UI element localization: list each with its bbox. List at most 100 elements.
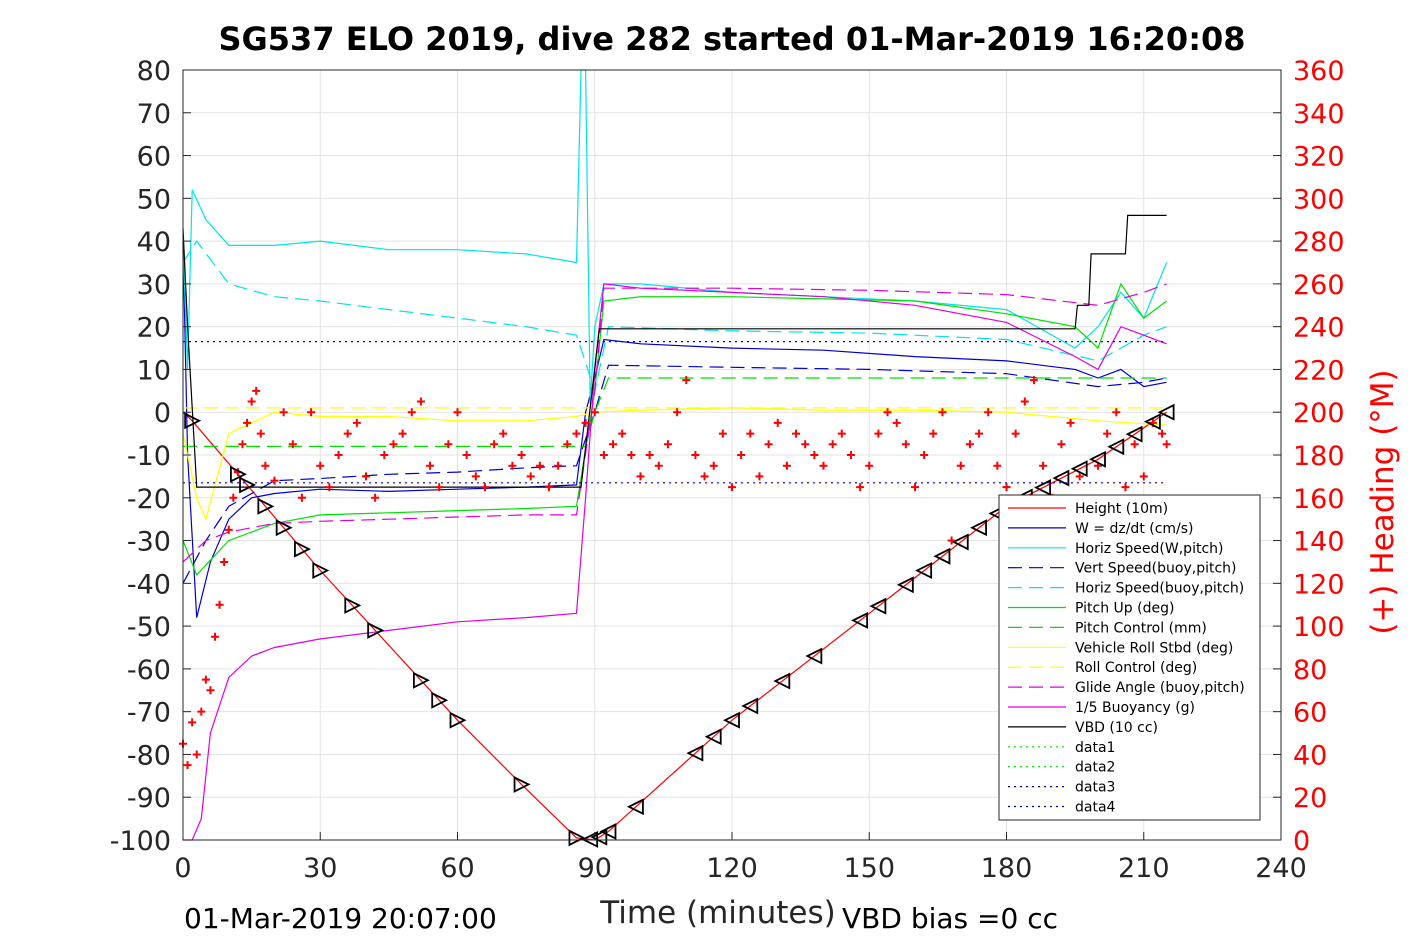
depth-marker-22 [773, 672, 791, 690]
legend-label-6: Pitch Control (mm) [1075, 620, 1207, 636]
heading-point-101 [1020, 397, 1029, 406]
depth-marker-20 [722, 711, 740, 729]
depth-marker-38 [1125, 425, 1143, 443]
legend-label-2: Horiz Speed(W,pitch) [1075, 541, 1223, 557]
heading-point-100 [1011, 429, 1020, 438]
heading-point-95 [965, 440, 974, 449]
depth-marker-25 [869, 597, 887, 615]
heading-point-27 [343, 429, 352, 438]
legend-label-4: Horiz Speed(buoy,pitch) [1075, 581, 1244, 597]
heading-point-53 [581, 418, 590, 427]
heading-point-103 [1039, 461, 1048, 470]
heading-point-61 [654, 461, 663, 470]
left-tick-label-0: 80 [137, 56, 171, 87]
depth-marker-13 [568, 829, 586, 847]
heading-point-90 [920, 451, 929, 459]
right-tick-label-9: 180 [1293, 441, 1345, 472]
heading-point-59 [636, 472, 645, 481]
heading-point-26 [334, 451, 343, 459]
depth-marker-36 [1088, 450, 1106, 468]
heading-point-72 [755, 472, 764, 481]
heading-point-33 [398, 429, 407, 438]
heading-point-35 [416, 397, 425, 406]
depth-marker-16 [599, 822, 617, 840]
depth-marker-9 [413, 671, 430, 689]
heading-point-47 [526, 472, 535, 481]
heading-point-2 [188, 718, 197, 727]
x-tick-label-6: 180 [981, 853, 1033, 884]
depth-marker-6 [312, 562, 330, 579]
heading-point-5 [201, 675, 210, 684]
depth-marker-34 [1052, 469, 1070, 487]
left-tick-label-8: 0 [154, 398, 171, 429]
heading-point-84 [865, 461, 874, 470]
left-tick-label-1: 70 [137, 99, 171, 130]
heading-point-30 [371, 493, 380, 502]
right-tick-label-7: 220 [1293, 355, 1345, 386]
heading-point-16 [252, 386, 261, 395]
heading-point-34 [407, 408, 416, 417]
heading-point-83 [856, 483, 865, 492]
heading-point-65 [691, 451, 700, 459]
heading-point-10 [224, 525, 233, 534]
x-tick-label-1: 30 [303, 853, 337, 884]
heading-point-64 [682, 376, 691, 385]
heading-point-37 [435, 483, 444, 492]
right-tick-label-1: 340 [1293, 99, 1345, 130]
left-tick-label-17: -90 [127, 783, 171, 814]
heading-point-96 [975, 429, 984, 438]
right-tick-label-5: 260 [1293, 270, 1345, 301]
heading-point-98 [993, 461, 1002, 470]
left-tick-label-9: -10 [127, 441, 171, 472]
right-tick-label-3: 300 [1293, 184, 1345, 215]
depth-marker-12 [513, 775, 531, 793]
heading-point-52 [572, 429, 581, 438]
left-tick-label-18: -100 [110, 826, 171, 857]
legend-label-8: Roll Control (deg) [1075, 660, 1197, 676]
heading-point-42 [480, 483, 489, 492]
depth-marker-19 [704, 728, 722, 746]
heading-point-117 [1162, 440, 1171, 449]
heading-point-1 [183, 761, 192, 770]
heading-point-3 [192, 750, 201, 759]
depth-marker-26 [896, 576, 914, 594]
heading-point-62 [663, 440, 672, 449]
heading-point-48 [535, 461, 544, 470]
heading-point-102 [1029, 376, 1038, 385]
legend-label-15: data4 [1075, 800, 1116, 816]
heading-point-93 [947, 536, 956, 545]
heading-point-11 [229, 493, 238, 502]
heading-point-70 [737, 451, 746, 459]
heading-markers [179, 376, 1171, 770]
left-tick-label-3: 50 [137, 184, 171, 215]
depth-marker-17 [626, 798, 644, 816]
heading-point-28 [352, 418, 361, 427]
left-tick-label-16: -80 [127, 740, 171, 771]
heading-point-79 [819, 461, 828, 470]
heading-point-32 [389, 440, 398, 449]
heading-point-71 [746, 429, 755, 438]
heading-point-21 [288, 440, 297, 449]
legend-label-12: data1 [1075, 740, 1115, 756]
heading-point-57 [618, 429, 627, 438]
series-line-7 [182, 407, 1167, 522]
left-tick-label-5: 30 [137, 270, 171, 301]
series-line-4 [182, 240, 1167, 394]
heading-point-31 [380, 451, 389, 459]
depth-marker-23 [805, 647, 823, 665]
heading-point-39 [453, 408, 462, 417]
right-axis-ticks: 3603403203002802602402202001801601401201… [1273, 56, 1345, 857]
legend-label-7: Vehicle Roll Stbd (deg) [1075, 640, 1233, 656]
heading-point-105 [1057, 440, 1066, 449]
heading-point-22 [297, 493, 306, 502]
right-tick-label-2: 320 [1293, 142, 1345, 173]
series-line-1 [182, 241, 1167, 618]
heading-point-7 [211, 632, 220, 641]
heading-point-49 [545, 483, 553, 492]
depth-marker-21 [741, 697, 759, 715]
heading-point-85 [874, 429, 883, 438]
x-tick-label-3: 90 [578, 853, 612, 884]
heading-point-67 [709, 461, 718, 470]
heading-point-36 [426, 461, 435, 470]
